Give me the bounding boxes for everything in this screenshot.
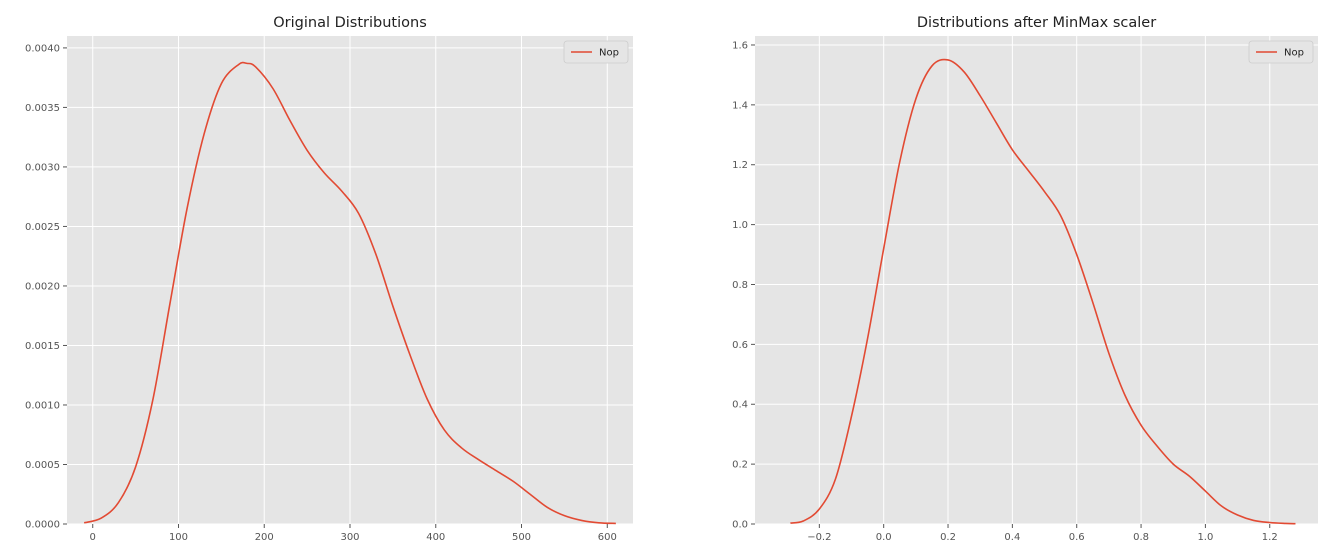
y-tick-label: 1.0: [732, 220, 748, 231]
series-line-nop: [83, 61, 616, 525]
chart-title: Distributions after MinMax scaler: [917, 15, 1156, 31]
series-line-nop: [790, 58, 1296, 525]
plot-area: [755, 36, 1318, 524]
legend-box: [1248, 40, 1314, 64]
x-tick-label: 0.4: [1004, 532, 1020, 543]
x-tick-label: 300: [340, 532, 359, 543]
y-tick-label: 0.0000: [25, 520, 60, 531]
x-tick-label: 0.2: [940, 532, 956, 543]
y-tick-label: 1.2: [732, 160, 748, 171]
chart-title: Original Distributions: [273, 15, 427, 31]
y-tick-label: 0.0030: [25, 162, 60, 173]
legend-box: [563, 40, 629, 64]
x-tick-label: 0: [90, 532, 96, 543]
y-tick-label: 0.0035: [25, 103, 60, 114]
y-tick-label: 0.0: [732, 520, 748, 531]
x-tick-label: 600: [598, 532, 617, 543]
x-tick-label: 0.8: [1133, 532, 1149, 543]
x-tick-label: 0.0: [876, 532, 892, 543]
y-tick-label: 1.4: [732, 100, 748, 111]
y-tick-label: 0.2: [732, 460, 748, 471]
chart-original-distributions: 0 100 200 300 400 500 600 0.0000 0.0005 0.0010 0.0…: [25, 15, 633, 543]
y-tick-label: 0.0040: [25, 43, 60, 54]
legend-label: Nop: [1284, 48, 1304, 59]
x-tick-label: −0.2: [807, 532, 831, 543]
y-tick-label: 0.0025: [25, 222, 60, 233]
y-tick-label: 0.0005: [25, 460, 60, 471]
y-tick-label: 1.6: [732, 40, 748, 51]
y-tick-label: 0.0015: [25, 341, 60, 352]
x-tick-label: 0.6: [1069, 532, 1085, 543]
y-tick-label: 0.8: [732, 280, 748, 291]
y-tick-label: 0.0020: [25, 281, 60, 292]
y-tick-label: 0.0010: [25, 400, 60, 411]
y-tick-label: 0.6: [732, 340, 748, 351]
legend-label: Nop: [599, 48, 619, 59]
legend: Nop: [1248, 40, 1314, 64]
y-tick-label: 0.4: [732, 400, 748, 411]
x-tick-label: 500: [512, 532, 531, 543]
x-tick-label: 1.2: [1262, 532, 1278, 543]
legend: Nop: [563, 40, 629, 64]
chart-minmax-distributions: −0.2 0.0 0.2 0.4 0.6 0.8 1.0 1.2 0.0 0.2 0.4 0.6 0.8…: [732, 15, 1318, 543]
x-tick-label: 1.0: [1197, 532, 1213, 543]
x-tick-label: 400: [426, 532, 445, 543]
x-tick-label: 200: [255, 532, 274, 543]
x-tick-label: 100: [169, 532, 188, 543]
